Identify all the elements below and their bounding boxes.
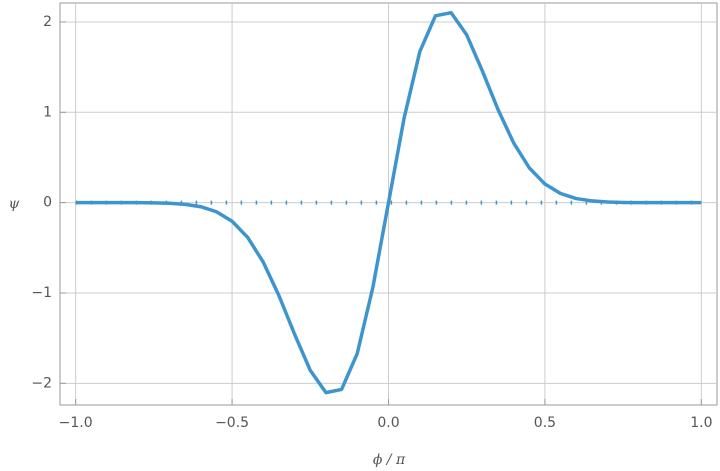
y-tick-label: 1	[43, 104, 52, 120]
x-tick-label: 1.0	[690, 415, 712, 431]
x-tick-label: 0.5	[534, 415, 556, 431]
data-line	[75, 10, 702, 395]
y-tick-label: −2	[31, 375, 52, 391]
x-axis-label: ϕ / π	[373, 452, 406, 468]
y-tick-label: 0	[43, 195, 52, 211]
y-tick-label: 2	[43, 14, 52, 30]
x-tick-label: −0.5	[215, 415, 249, 431]
x-tick-label: −1.0	[59, 415, 93, 431]
x-tick-label: 0.0	[377, 415, 399, 431]
y-tick-label: −1	[31, 285, 52, 301]
y-axis-label: ψ	[9, 196, 21, 212]
